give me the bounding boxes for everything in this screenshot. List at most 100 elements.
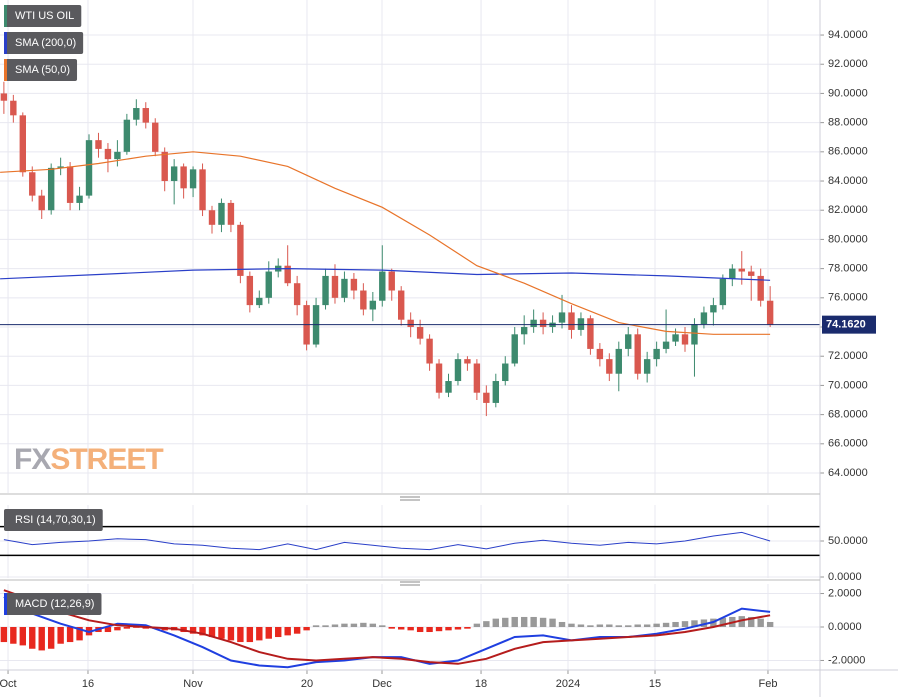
panel-handle[interactable] (400, 496, 420, 501)
candle-body (502, 363, 509, 382)
candle-body (19, 115, 26, 173)
histogram-bar (341, 623, 348, 627)
current-price-label: 74.1620 (826, 319, 866, 331)
legend-box (4, 5, 82, 27)
candle-body (133, 108, 140, 120)
histogram-bar (29, 627, 36, 649)
legend-item: SMA (200,0) (4, 32, 84, 54)
histogram-bar (483, 621, 490, 627)
histogram-bar (218, 627, 225, 639)
histogram-bar (606, 624, 613, 627)
candle-body (729, 268, 736, 279)
histogram-bar (511, 616, 518, 627)
watermark: FXSTREET (14, 443, 163, 476)
histogram-bar (738, 616, 745, 627)
candle-body (170, 166, 178, 182)
histogram-bar (445, 627, 452, 631)
candle-body (208, 210, 216, 225)
candle-body (681, 334, 689, 345)
histogram-bar (322, 625, 329, 627)
candle-body (161, 151, 168, 182)
legend-box (4, 59, 78, 81)
histogram-bar (681, 621, 689, 627)
legend-label: WTI US OIL (15, 10, 74, 22)
histogram-bar (558, 621, 566, 627)
histogram-bar (766, 621, 774, 627)
candle-body (379, 271, 386, 301)
legend-item: RSI (14,70,30,1) (4, 509, 103, 531)
candle-body (530, 319, 537, 328)
candle-body (738, 268, 745, 272)
histogram-bar (246, 627, 254, 643)
histogram-bar (189, 627, 197, 634)
candle-body (511, 334, 518, 364)
histogram-bar (615, 625, 622, 627)
candle-body (483, 392, 490, 403)
candle-body (66, 166, 74, 203)
histogram-bar (634, 624, 641, 627)
candle-body (662, 341, 670, 349)
histogram-bar (256, 627, 263, 641)
histogram-bar (435, 627, 443, 632)
candle-body (388, 271, 395, 291)
legend-swatch (4, 59, 7, 81)
candle-body (360, 290, 367, 310)
candle-body (10, 100, 17, 116)
candle-body (114, 151, 121, 160)
candle-body (104, 148, 112, 160)
histogram-bar (662, 622, 670, 627)
candle-body (142, 108, 149, 123)
candle-body (748, 271, 755, 276)
legend-label: RSI (14,70,30,1) (15, 514, 96, 526)
candle-body (615, 348, 622, 374)
histogram-bar (502, 617, 509, 627)
panel-handle[interactable] (400, 581, 420, 586)
candle-body (710, 305, 717, 313)
candle-body (454, 359, 462, 382)
histogram-bar (530, 616, 537, 627)
candle-body (0, 93, 8, 101)
histogram-bar (596, 624, 604, 627)
y-tick-label: 70.0000 (828, 379, 868, 391)
x-tick-label: 2024 (556, 678, 580, 690)
candle-body (293, 283, 301, 306)
histogram-bar (350, 623, 358, 627)
candle-body (653, 348, 660, 360)
histogram-bar (492, 618, 500, 627)
y-tick-label: -2.0000 (828, 654, 865, 666)
histogram-bar (539, 617, 547, 627)
candle-body (189, 169, 197, 189)
candle-body (218, 202, 225, 225)
candle-body (426, 338, 433, 364)
candle-body (634, 334, 641, 374)
x-tick-label: 18 (475, 678, 487, 690)
histogram-bar (66, 627, 74, 643)
histogram-bar (379, 625, 386, 627)
legend-swatch (4, 5, 7, 27)
y-tick-label: 0.0000 (828, 571, 862, 583)
histogram-bar (360, 622, 367, 627)
candle-body (587, 318, 594, 349)
candle-body (643, 359, 651, 374)
candle-body (199, 169, 206, 211)
histogram-bar (369, 623, 377, 627)
histogram-bar (275, 627, 282, 638)
histogram-bar (464, 627, 471, 629)
legend-item: SMA (50,0) (4, 59, 78, 81)
y-tick-label: 82.0000 (828, 204, 868, 216)
labels-layer: 64.000066.000068.000070.000072.000074.00… (0, 5, 876, 690)
histogram-bar (312, 625, 320, 627)
grid-layer: FXSTREET (0, 0, 824, 674)
histogram-bar (549, 618, 556, 627)
histogram-bar (426, 627, 433, 633)
x-tick-label: 16 (82, 678, 94, 690)
candle-body (766, 300, 774, 325)
candle-body (539, 319, 547, 328)
histogram-bar (454, 627, 462, 630)
y-tick-label: 72.0000 (828, 350, 868, 362)
histogram-bar (388, 627, 395, 629)
candle-body (123, 119, 131, 152)
legend-item: WTI US OIL (4, 5, 82, 27)
candle-body (47, 167, 55, 211)
